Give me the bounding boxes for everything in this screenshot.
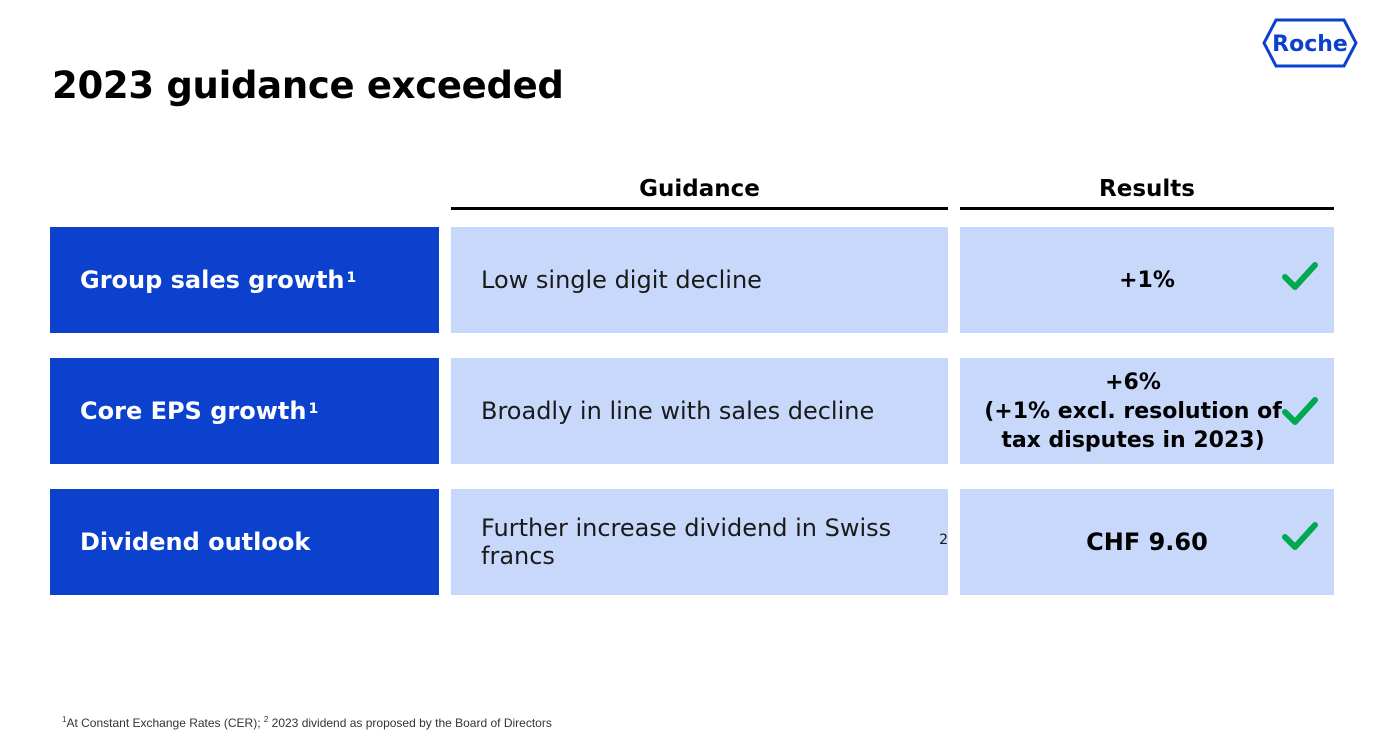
result-value: +1% <box>1119 267 1175 293</box>
page-title: 2023 guidance exceeded <box>52 64 564 107</box>
result-cell: +1% <box>960 227 1334 333</box>
roche-logo: Roche <box>1262 18 1358 68</box>
check-icon <box>1282 522 1318 550</box>
footnote: 1At Constant Exchange Rates (CER); 2 202… <box>62 715 552 730</box>
guidance-cell: Further increase dividend in Swiss franc… <box>451 489 948 595</box>
row-label-group-sales-growth: Group sales growth 1 <box>50 227 439 333</box>
result-value: CHF 9.60 <box>1086 527 1208 556</box>
column-header-results: Results <box>960 176 1334 210</box>
result-value: +6% <box>1105 369 1161 395</box>
result-cell: +6% (+1% excl. resolution of tax dispute… <box>960 358 1334 464</box>
footnote-marker: 2 <box>939 532 948 548</box>
column-header-guidance: Guidance <box>451 176 948 210</box>
guidance-cell: Low single digit decline <box>451 227 948 333</box>
result-note: tax disputes in 2023) <box>1001 427 1265 453</box>
result-cell: CHF 9.60 <box>960 489 1334 595</box>
logo-text: Roche <box>1272 32 1348 57</box>
check-icon <box>1282 397 1318 425</box>
row-label-core-eps-growth: Core EPS growth 1 <box>50 358 439 464</box>
guidance-cell: Broadly in line with sales decline <box>451 358 948 464</box>
row-label-dividend-outlook: Dividend outlook <box>50 489 439 595</box>
check-icon <box>1282 262 1318 290</box>
result-note: (+1% excl. resolution of <box>984 398 1282 424</box>
footnote-marker: 1 <box>346 270 357 286</box>
footnote-marker: 1 <box>308 401 319 417</box>
